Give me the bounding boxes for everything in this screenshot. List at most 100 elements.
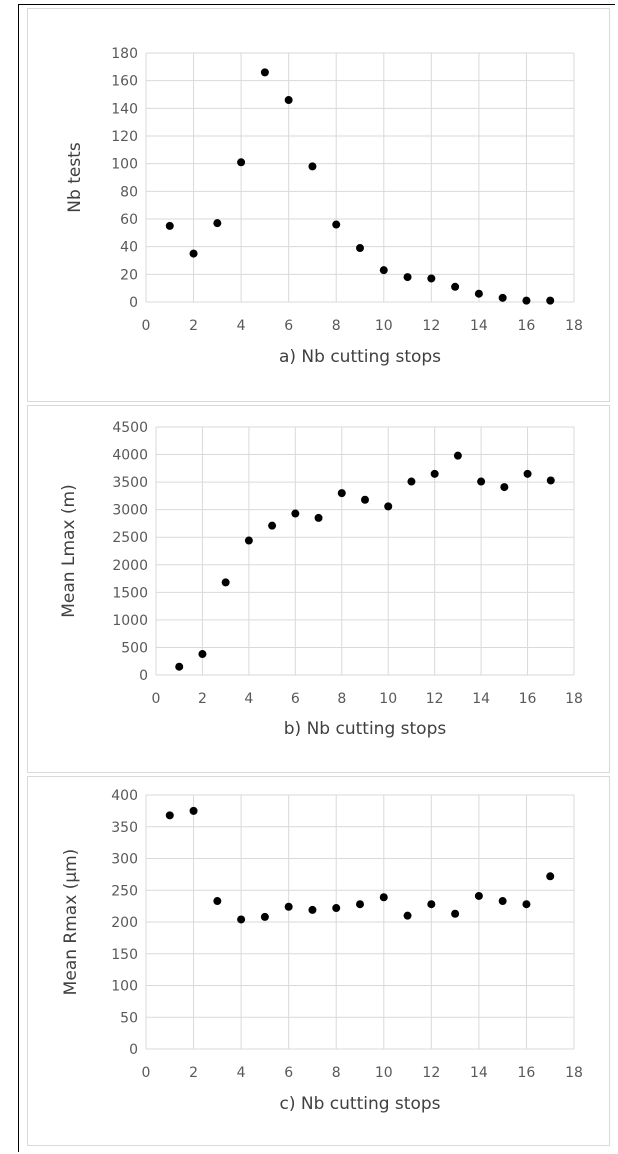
chart-a-ytick-label-3: 60 (120, 212, 138, 228)
chart-b-point-12 (430, 469, 439, 478)
chart-c-xtick-label-9: 18 (565, 1065, 583, 1081)
chart-a-xtick-label-1: 2 (189, 318, 198, 334)
chart-a-xtick-label-8: 16 (518, 318, 536, 334)
chart-a-point-16 (522, 296, 531, 305)
chart-a-xtick-label-2: 4 (237, 318, 246, 334)
chart-c-x-axis-title: c) Nb cutting stops (279, 1094, 440, 1114)
chart-panel-a: 0 2 4 6 8 10 12 14 16 18 0 20 40 60 80 100 120 140 160 180 a… (27, 8, 610, 402)
chart-a-point-6 (284, 96, 293, 105)
chart-b-xtick-label-4: 8 (337, 691, 346, 707)
chart-a-point-12 (427, 274, 436, 283)
chart-b-xtick-label-6: 12 (426, 691, 444, 707)
chart-c-point-5 (260, 912, 269, 921)
chart-b-ytick-label-1: 500 (121, 640, 148, 656)
chart-b-point-15 (500, 483, 509, 492)
chart-c-point-4 (237, 915, 246, 924)
chart-b-ytick-label-2: 1000 (112, 613, 148, 629)
chart-c-ytick-label-0: 0 (129, 1042, 138, 1058)
chart-b-point-8 (337, 489, 346, 498)
chart-c-point-10 (379, 893, 388, 902)
chart-c-ytick-label-1: 50 (120, 1010, 138, 1026)
chart-a-point-2 (189, 249, 198, 258)
chart-c-point-9 (356, 900, 364, 909)
chart-a-ytick-label-7: 140 (111, 101, 138, 117)
chart-b-point-6 (291, 509, 300, 518)
chart-c-ytick-label-7: 350 (111, 820, 138, 836)
chart-c-y-axis-title: Mean Rmax (µm) (61, 849, 81, 996)
chart-b-point-3 (221, 578, 230, 587)
chart-b-point-16 (523, 469, 532, 478)
chart-c-point-2 (189, 806, 198, 815)
chart-a-point-13 (451, 282, 460, 291)
chart-c-xtick-label-3: 6 (284, 1065, 293, 1081)
chart-c-point-12 (427, 900, 436, 909)
chart-a-ytick-label-9: 180 (111, 46, 138, 62)
chart-b-point-2 (198, 650, 207, 659)
chart-c-xtick-label-4: 8 (332, 1065, 341, 1081)
chart-a-ytick-label-1: 20 (120, 267, 138, 283)
chart-c-xtick-label-1: 2 (189, 1065, 198, 1081)
chart-b-x-axis-title: b) Nb cutting stops (284, 719, 447, 739)
chart-a-point-9 (356, 244, 364, 253)
chart-b-ytick-label-5: 2500 (112, 530, 148, 546)
chart-c-xtick-label-5: 10 (375, 1065, 393, 1081)
chart-a-ytick-label-2: 40 (120, 240, 138, 256)
chart-c-xtick-label-2: 4 (237, 1065, 246, 1081)
chart-a-ytick-label-0: 0 (129, 295, 138, 311)
chart-a-point-3 (213, 219, 222, 228)
chart-b-point-7 (314, 513, 323, 522)
chart-c-ytick-label-2: 100 (111, 979, 138, 995)
chart-a-point-5 (260, 68, 269, 77)
chart-b-ytick-label-3: 1500 (112, 585, 148, 601)
chart-b-xtick-label-7: 14 (472, 691, 490, 707)
chart-b-xtick-label-1: 2 (198, 691, 207, 707)
chart-c-point-16 (522, 900, 531, 909)
chart-c-xtick-label-7: 14 (470, 1065, 488, 1081)
chart-a-ytick-label-5: 100 (111, 157, 138, 173)
chart-c-point-6 (284, 902, 293, 911)
chart-c-ytick-label-6: 300 (111, 852, 138, 868)
chart-a-point-14 (474, 289, 483, 298)
chart-a-xtick-label-9: 18 (565, 318, 583, 334)
chart-b-point-4 (244, 536, 253, 545)
chart-a: 0 2 4 6 8 10 12 14 16 18020406080100120140160180a… (65, 46, 583, 367)
chart-c-point-1 (165, 811, 174, 820)
chart-b-ytick-label-9: 4500 (112, 420, 148, 436)
chart-b-point-10 (384, 502, 393, 511)
chart-b-ytick-label-6: 3000 (112, 503, 148, 519)
chart-b-ytick-label-0: 0 (139, 668, 148, 684)
chart-b-xtick-label-9: 18 (565, 691, 583, 707)
chart-b-xtick-label-0: 0 (152, 691, 161, 707)
chart-b-xtick-label-5: 10 (379, 691, 397, 707)
chart-b-ytick-label-7: 3500 (112, 475, 148, 491)
chart-c-point-15 (498, 897, 507, 906)
chart-b-xtick-label-3: 6 (291, 691, 300, 707)
chart-b-ytick-label-4: 2000 (112, 558, 148, 574)
chart-b-xtick-label-2: 4 (244, 691, 253, 707)
chart-c-point-13 (451, 909, 460, 918)
chart-c-point-7 (308, 905, 317, 914)
chart-c-ytick-label-8: 400 (111, 788, 138, 804)
chart-b-point-14 (477, 477, 486, 486)
chart-a-y-axis-title: Nb tests (65, 142, 85, 213)
chart-a-point-11 (403, 273, 412, 282)
chart-c-xtick-label-6: 12 (422, 1065, 440, 1081)
chart-a-ytick-label-4: 80 (120, 184, 138, 200)
chart-a-xtick-label-6: 12 (422, 318, 440, 334)
chart-a-point-7 (308, 162, 317, 171)
chart-a-point-15 (498, 293, 507, 302)
figure-frame (18, 4, 615, 1152)
chart-c-ytick-label-4: 200 (111, 915, 138, 931)
chart-a-point-1 (165, 221, 174, 230)
chart-b-point-11 (407, 477, 416, 486)
chart-b-point-5 (268, 521, 277, 530)
chart-a-point-10 (379, 266, 388, 275)
chart-b-point-13 (453, 451, 462, 460)
chart-b-point-1 (175, 662, 184, 671)
chart-c-point-14 (474, 891, 483, 900)
chart-a-xtick-label-4: 8 (332, 318, 341, 334)
chart-a-x-axis-title: a) Nb cutting stops (279, 347, 441, 367)
chart-b-point-17 (546, 476, 555, 485)
chart-c-ytick-label-5: 250 (111, 883, 138, 899)
chart-c-point-3 (213, 897, 222, 906)
